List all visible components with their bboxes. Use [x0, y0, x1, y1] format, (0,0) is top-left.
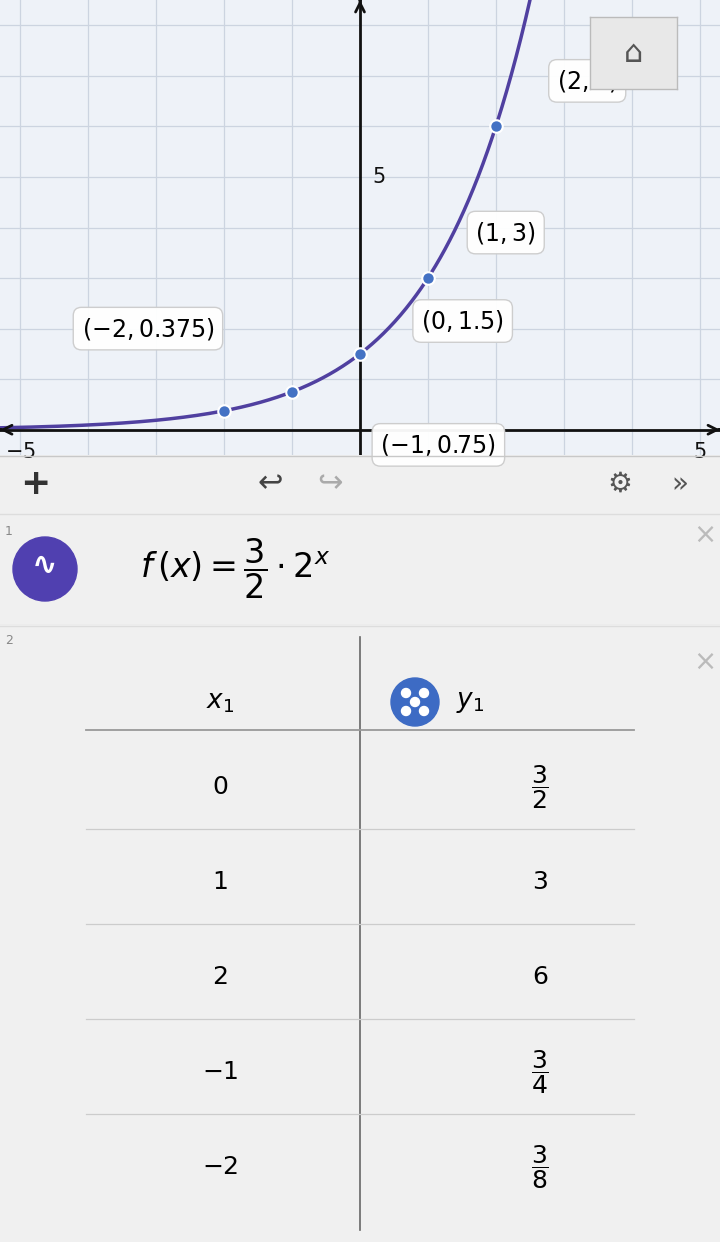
Text: ⚙: ⚙ — [608, 469, 632, 498]
Text: »: » — [672, 469, 688, 498]
Text: $(2, 6)$: $(2, 6)$ — [557, 68, 618, 94]
Text: $-5$: $-5$ — [5, 442, 36, 462]
Text: $f\,(x) = \dfrac{3}{2} \cdot 2^x$: $f\,(x) = \dfrac{3}{2} \cdot 2^x$ — [140, 537, 330, 601]
Text: $(-1, 0.75)$: $(-1, 0.75)$ — [380, 432, 496, 458]
Text: $-1$: $-1$ — [202, 1059, 238, 1084]
Text: $(-2, 0.375)$: $(-2, 0.375)$ — [81, 315, 215, 342]
Text: $(0, 1.5)$: $(0, 1.5)$ — [421, 308, 504, 334]
Circle shape — [402, 688, 410, 698]
Text: $-2$: $-2$ — [202, 1155, 238, 1179]
Text: ∿: ∿ — [32, 550, 58, 580]
Circle shape — [420, 688, 428, 698]
Text: ⌂: ⌂ — [624, 39, 643, 68]
Text: $x_1$: $x_1$ — [206, 689, 234, 715]
Text: ↪: ↪ — [318, 469, 343, 498]
Ellipse shape — [13, 537, 77, 601]
Text: +: + — [20, 467, 50, 501]
Text: $\dfrac{3}{4}$: $\dfrac{3}{4}$ — [531, 1048, 549, 1095]
Text: $3$: $3$ — [532, 869, 548, 894]
Text: 1: 1 — [5, 525, 13, 538]
Circle shape — [391, 678, 439, 727]
Text: $(1, 3)$: $(1, 3)$ — [475, 220, 536, 246]
Text: $5$: $5$ — [693, 442, 706, 462]
Circle shape — [410, 698, 420, 707]
Circle shape — [420, 707, 428, 715]
Text: $\dfrac{3}{8}$: $\dfrac{3}{8}$ — [531, 1143, 549, 1191]
Text: $2$: $2$ — [212, 965, 228, 989]
Text: ×: × — [693, 520, 716, 549]
Text: $6$: $6$ — [532, 965, 548, 989]
Text: $\dfrac{3}{2}$: $\dfrac{3}{2}$ — [531, 763, 549, 811]
Text: 2: 2 — [5, 633, 13, 647]
Text: $y_1$: $y_1$ — [456, 689, 484, 715]
Text: ↩: ↩ — [257, 469, 283, 498]
Text: $0$: $0$ — [212, 775, 228, 799]
Text: $1$: $1$ — [212, 869, 228, 894]
Circle shape — [402, 707, 410, 715]
Text: $5$: $5$ — [372, 166, 386, 188]
Text: ×: × — [693, 648, 716, 676]
